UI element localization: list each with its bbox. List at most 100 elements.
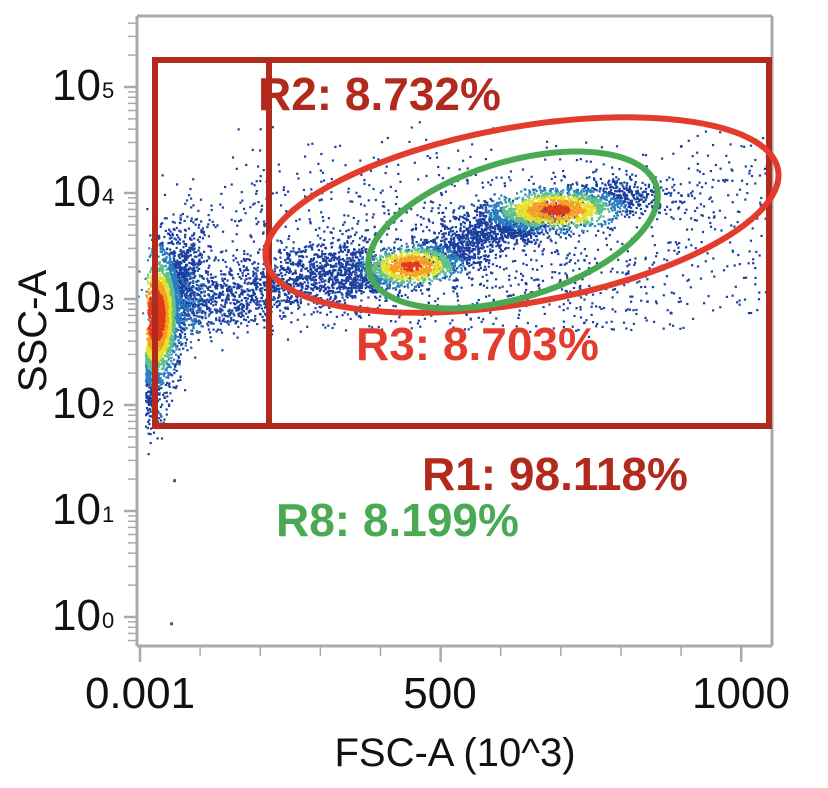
event-dot — [183, 311, 186, 314]
event-dot — [548, 303, 551, 306]
event-dot — [637, 191, 640, 194]
event-dot — [609, 270, 612, 273]
event-dot — [678, 206, 681, 209]
event-dot — [214, 275, 217, 278]
event-dot — [743, 145, 746, 148]
event-dot — [441, 177, 444, 180]
event-dot — [394, 189, 397, 193]
event-dot — [566, 254, 569, 257]
event-dot — [159, 413, 162, 416]
event-dot — [240, 277, 243, 280]
event-dot — [537, 245, 540, 248]
event-dot — [440, 239, 443, 243]
event-dot — [236, 287, 239, 290]
event-dot — [478, 230, 481, 233]
event-dot — [235, 210, 238, 213]
event-dot — [589, 160, 592, 163]
event-dot — [255, 190, 258, 193]
event-dot — [273, 282, 276, 285]
event-dot — [623, 181, 626, 184]
event-dot — [486, 245, 489, 248]
event-dot — [493, 193, 496, 196]
event-dot — [145, 401, 148, 404]
event-dot — [472, 248, 475, 252]
event-dot — [199, 287, 202, 290]
event-dot — [318, 287, 321, 290]
event-dot — [215, 317, 218, 320]
event-dot — [644, 209, 647, 213]
event-dot — [660, 186, 663, 189]
event-dot — [321, 280, 324, 283]
event-dot — [617, 196, 620, 199]
event-dot — [476, 243, 479, 246]
event-dot — [230, 291, 233, 295]
event-dot — [191, 267, 194, 270]
event-dot — [172, 227, 175, 231]
event-dot — [554, 175, 557, 178]
event-dot — [461, 233, 464, 236]
event-dot — [547, 221, 550, 224]
event-dot — [591, 186, 594, 190]
event-dot — [246, 304, 249, 307]
event-dot — [310, 313, 313, 316]
event-dot — [410, 289, 413, 292]
event-dot — [300, 251, 303, 254]
event-dot — [313, 276, 316, 279]
event-dot — [233, 306, 236, 309]
event-dot — [651, 263, 654, 266]
event-dot — [159, 419, 163, 422]
event-dot — [679, 218, 682, 221]
event-dot — [227, 315, 230, 318]
event-dot — [202, 260, 206, 263]
event-dot — [212, 304, 215, 307]
event-dot — [450, 230, 453, 233]
event-dot — [453, 239, 456, 242]
event-dot — [491, 235, 494, 238]
event-dot — [321, 277, 324, 280]
event-dot — [510, 234, 514, 237]
event-dot — [318, 275, 321, 278]
event-dot — [588, 176, 591, 179]
event-dot — [620, 197, 624, 200]
event-dot — [145, 395, 148, 398]
event-dot — [711, 186, 714, 189]
event-dot — [322, 258, 326, 261]
event-dot — [456, 279, 459, 282]
event-dot — [591, 293, 595, 296]
event-dot — [191, 234, 194, 237]
event-dot — [669, 208, 672, 211]
event-dot — [408, 140, 411, 143]
event-dot — [272, 298, 275, 301]
event-dot — [175, 246, 178, 249]
event-dot — [247, 303, 250, 306]
event-dot — [289, 278, 292, 281]
event-dot — [736, 193, 739, 196]
event-dot — [635, 191, 638, 194]
event-dot — [188, 305, 191, 308]
event-dot — [440, 229, 443, 233]
event-dot — [625, 327, 628, 330]
event-dot — [635, 193, 638, 196]
event-dot — [313, 286, 316, 289]
event-dot — [330, 272, 333, 275]
event-dot — [630, 206, 633, 209]
event-dot — [186, 314, 189, 317]
event-dot — [275, 301, 278, 304]
event-dot — [289, 302, 292, 305]
event-dot — [449, 242, 452, 245]
event-dot — [467, 254, 470, 257]
event-dot — [640, 198, 643, 201]
event-dot — [345, 287, 348, 290]
event-dot — [544, 208, 547, 211]
event-dot — [512, 199, 515, 202]
event-dot — [557, 253, 560, 256]
event-dot — [254, 317, 257, 320]
event-dot — [227, 287, 230, 290]
event-dot — [209, 336, 212, 339]
event-dot — [644, 198, 647, 201]
event-dot — [529, 330, 532, 333]
event-dot — [473, 236, 476, 239]
event-dot — [493, 238, 497, 241]
event-dot — [224, 320, 227, 323]
event-dot — [609, 190, 612, 194]
